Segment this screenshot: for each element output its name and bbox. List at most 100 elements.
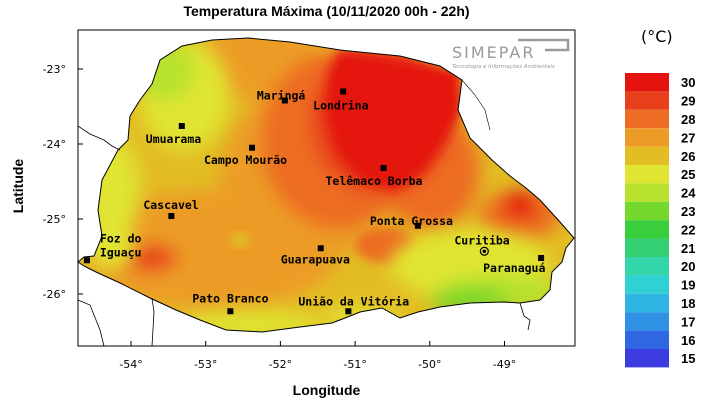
legend-swatch: [625, 349, 669, 368]
legend-item: 20: [625, 257, 695, 276]
city-label: Iguaçu: [100, 245, 142, 259]
logo-mark: [518, 38, 570, 52]
x-tick-label: -50°: [418, 358, 441, 371]
city-label: Telêmaco Borba: [325, 174, 422, 188]
city-campo-mour-o: Campo Mourão: [204, 144, 287, 167]
y-tick-label: -26°: [43, 288, 66, 301]
legend-item: 23: [625, 201, 695, 221]
city-maring-: Maringá: [257, 89, 306, 104]
legend-swatch: [625, 257, 669, 276]
legend-label: 23: [681, 204, 695, 219]
legend-item: 21: [625, 238, 695, 257]
capital-dot: [482, 249, 487, 254]
logo-tagline: Tecnologia e Informações Ambientais: [452, 64, 555, 70]
legend-label: 21: [681, 241, 695, 256]
legend-label: 16: [681, 333, 695, 348]
legend-swatch: [625, 312, 669, 331]
legend-swatch: [625, 220, 669, 239]
legend-item: 24: [625, 183, 696, 202]
state-border: [77, 37, 575, 333]
legend-label: 29: [681, 94, 695, 109]
x-tick-label: -51°: [343, 358, 366, 371]
legend-label: 28: [681, 112, 695, 127]
city-label: Paranaguá: [483, 261, 545, 275]
city-label: Curitiba: [454, 233, 509, 247]
city-marker: [538, 255, 545, 261]
legend-label: 26: [681, 149, 695, 164]
legend-label: 15: [681, 351, 695, 366]
legend-swatch: [625, 201, 669, 221]
border-west-north: [77, 125, 121, 151]
legend-swatch: [625, 146, 669, 165]
legend-item: 25: [625, 165, 695, 184]
city-marker: [249, 144, 256, 151]
city-pato-branco: Pato Branco: [192, 291, 269, 315]
x-tick-label: -53°: [194, 358, 217, 371]
city-uni-o-da-vit-ria: União da Vitória: [298, 294, 409, 315]
legend-item: 15: [625, 349, 695, 368]
x-axis-label: Longitude: [292, 382, 361, 398]
city-label: Guarapuava: [281, 252, 350, 266]
legend-item: 16: [625, 330, 695, 349]
capital-marker: [479, 246, 489, 256]
border-south-east: [519, 302, 531, 331]
city-paranagu-: Paranaguá: [483, 255, 545, 275]
city-marker: [380, 165, 387, 171]
legend-swatch: [625, 238, 669, 257]
city-marker: [345, 308, 352, 315]
legend-label: 19: [681, 278, 695, 293]
city-marker: [227, 308, 234, 315]
legend-item: 30: [625, 73, 695, 92]
legend-item: 22: [625, 220, 695, 239]
simepar-logo: SIMEPAR Tecnologia e Informações Ambient…: [452, 38, 570, 70]
city-ponta-grossa: Ponta Grossa: [370, 214, 453, 229]
x-tick-label: -52°: [269, 358, 292, 371]
city-label: Foz do: [100, 231, 142, 245]
y-tick-label: -23°: [43, 63, 66, 76]
city-curitiba: Curitiba: [454, 233, 510, 256]
legend-swatch: [625, 91, 669, 110]
border-north-east: [461, 79, 491, 131]
city-label: Campo Mourão: [204, 153, 287, 167]
city-marker: [414, 222, 421, 229]
legend-label: 18: [681, 296, 695, 311]
city-label: Maringá: [257, 89, 306, 103]
legend-label: 24: [681, 186, 696, 201]
legend-item: 28: [625, 109, 695, 129]
city-label: União da Vitória: [298, 294, 409, 308]
legend-swatch: [625, 183, 669, 202]
legend-label: 22: [681, 222, 695, 237]
legend-label: 20: [681, 259, 695, 274]
x-tick-label: -54°: [119, 358, 142, 371]
legend-label: 27: [681, 130, 695, 145]
city-guarapuava: Guarapuava: [281, 245, 350, 266]
legend-item: 29: [625, 91, 695, 110]
border-south-west: [151, 297, 155, 347]
legend-swatch: [625, 293, 669, 313]
y-tick-label: -25°: [43, 213, 66, 226]
legend-item: 26: [625, 146, 695, 165]
legend-swatch: [625, 128, 669, 147]
legend-item: 27: [625, 128, 695, 147]
legend-item: 18: [625, 293, 695, 313]
city-marker: [83, 257, 90, 264]
legend-swatch: [625, 109, 669, 129]
x-tick-label: -49°: [493, 358, 516, 371]
unit-label: (°C): [641, 27, 673, 46]
map-title: Temperatura Máxima (10/11/2020 00h - 22h…: [183, 3, 470, 19]
logo-name: SIMEPAR: [452, 43, 535, 62]
legend-swatch: [625, 330, 669, 349]
axis-ticks: -54° -53° -52° -51° -50° -49° -23° -24° -25° -26°: [43, 63, 517, 371]
city-marker: [340, 88, 347, 95]
temperature-field: [78, 38, 574, 332]
city-label: Cascavel: [143, 198, 198, 212]
city-marker: [281, 97, 288, 104]
city-umuarama: Umuarama: [146, 123, 201, 146]
city-cascavel: Cascavel: [143, 198, 199, 219]
city-label: Ponta Grossa: [370, 214, 453, 228]
legend-item: 17: [625, 312, 695, 331]
color-legend: 30 29 28 27 26 25 24 23 22 21 20 19 18 17 16 15: [625, 73, 696, 368]
legend-swatch: [625, 165, 669, 184]
